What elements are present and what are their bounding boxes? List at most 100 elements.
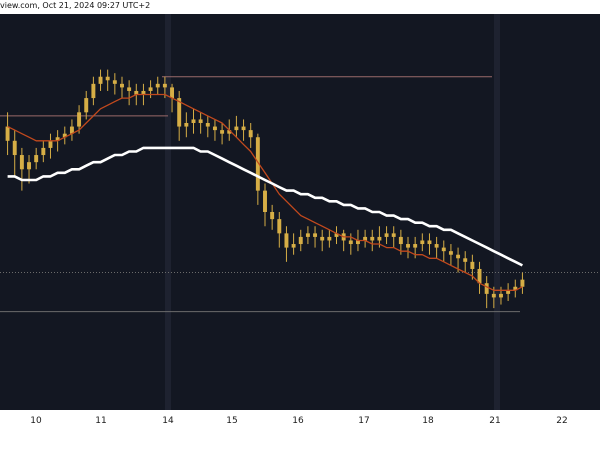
candle-body: [55, 137, 60, 141]
candle-body: [427, 240, 432, 245]
candle: [5, 112, 10, 156]
candle-body: [84, 98, 89, 113]
candle: [520, 272, 525, 294]
candle-body: [227, 130, 232, 134]
candle: [327, 229, 332, 248]
candle-body: [513, 286, 518, 291]
candle-body: [463, 258, 468, 262]
candle: [484, 276, 489, 309]
candle: [77, 105, 82, 134]
candle: [277, 212, 282, 248]
header-text: view.com, Oct 21, 2024 09:27 UTC+2: [0, 1, 151, 10]
candle: [127, 80, 132, 106]
candle: [391, 226, 396, 248]
candle: [191, 108, 196, 134]
candle-body: [141, 90, 146, 95]
candle-body: [384, 233, 389, 237]
candle-body: [177, 98, 182, 127]
candle-body: [270, 212, 275, 220]
candle: [120, 76, 124, 99]
candle: [241, 119, 246, 141]
candle-body: [499, 293, 503, 298]
x-tick-label: 11: [95, 416, 106, 426]
candle: [255, 133, 260, 205]
candle-body: [98, 76, 103, 84]
candle-body: [441, 247, 446, 252]
moving-average-fast-line: [7, 93, 523, 291]
candle: [48, 133, 53, 159]
candle: [370, 229, 375, 252]
candle-body: [284, 233, 289, 248]
candle-body: [127, 87, 132, 91]
candle: [513, 279, 518, 298]
candle-body: [248, 130, 253, 138]
candle-body: [112, 80, 117, 84]
moving-averages: [7, 93, 523, 291]
candle-body: [377, 236, 382, 241]
candle-body: [77, 112, 82, 127]
candle: [62, 126, 67, 145]
candle-body: [520, 279, 525, 287]
candle-body: [198, 119, 203, 123]
candle: [155, 76, 160, 95]
candle: [477, 261, 482, 294]
candle-body: [305, 233, 310, 237]
candle-body: [241, 126, 246, 131]
candle-body: [313, 233, 318, 237]
candle-body: [91, 83, 96, 99]
candle-body: [327, 236, 332, 241]
candle-body: [355, 240, 360, 245]
candle-body: [334, 233, 339, 237]
candle-body: [205, 123, 210, 127]
candle-body: [48, 140, 53, 148]
candle-body: [477, 268, 482, 284]
candle: [270, 204, 275, 230]
candle: [34, 147, 39, 170]
candle-body: [155, 83, 160, 88]
candle: [506, 283, 511, 301]
candle-body: [27, 162, 31, 170]
candle-body: [291, 244, 296, 248]
x-tick-label: 15: [226, 416, 237, 426]
candle-body: [41, 147, 46, 156]
candle-body: [491, 293, 496, 298]
candle: [69, 119, 74, 141]
candle: [420, 233, 425, 252]
candle: [263, 183, 267, 227]
candle-body: [184, 123, 189, 127]
x-tick-labels: 10 11 14 15 16 17 18 21 22: [30, 416, 567, 426]
candle-body: [263, 190, 267, 212]
candle: [334, 226, 339, 245]
horizontal-levels: [0, 76, 600, 313]
candle: [298, 229, 303, 252]
candle: [384, 226, 389, 245]
candle: [463, 251, 468, 273]
candle-body: [420, 240, 425, 245]
x-axis: 10 11 14 15 16 17 18 21 22: [0, 410, 600, 430]
candle-body: [320, 236, 325, 241]
candle: [177, 90, 182, 141]
candle-body: [348, 240, 353, 245]
candle: [313, 226, 318, 248]
candle: [248, 123, 253, 148]
x-tick-label: 21: [489, 416, 500, 426]
candle: [198, 112, 203, 134]
candle: [427, 233, 432, 255]
candle-body: [220, 130, 225, 134]
x-tick-label: 10: [30, 416, 42, 426]
candle-body: [19, 155, 24, 170]
candle-body: [413, 244, 418, 248]
candle: [98, 69, 103, 91]
candle: [441, 240, 446, 262]
candle: [434, 236, 439, 259]
x-tick-label: 14: [162, 416, 174, 426]
x-tick-label: 18: [422, 416, 434, 426]
candle: [220, 123, 225, 145]
candle: [205, 115, 210, 138]
x-tick-label: 17: [358, 416, 369, 426]
candle: [305, 226, 310, 245]
candle-body: [212, 126, 217, 131]
candle-body: [470, 261, 475, 269]
candle-body: [34, 155, 39, 163]
